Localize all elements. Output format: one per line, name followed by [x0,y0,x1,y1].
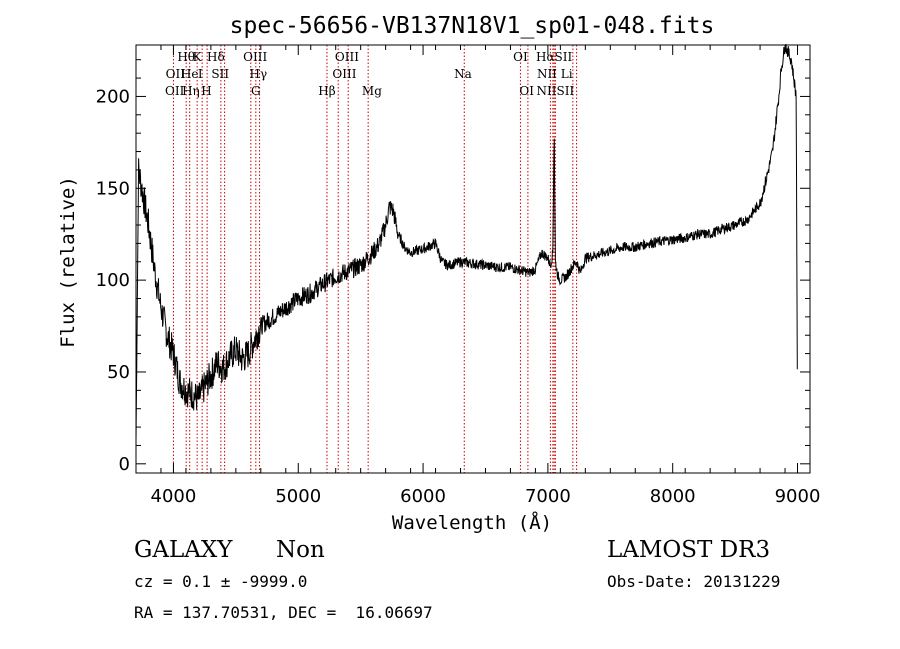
object-subclass: Non [276,537,325,563]
object-class: GALAXY [134,537,233,563]
line-label: SII [211,67,229,81]
line-label: He [181,67,199,81]
line-label: OIII [335,50,359,64]
y-axis-ticks: 0 50 100 150 200 [96,59,810,475]
line-label: G [251,84,261,98]
line-label: NIISII [537,84,575,98]
line-label: Mg [362,84,382,98]
plot-frame [135,44,811,474]
line-label: Hη [182,84,200,98]
line-label: I [198,67,203,81]
line-label: OIII [243,50,267,64]
line-label: Hγ [249,67,267,81]
line-label: NII Li [537,67,573,81]
x-axis-label: Wavelength (Å) [392,511,552,534]
x-tick-label: 4000 [151,486,197,507]
x-tick-label: 9000 [775,486,821,507]
line-label: K [193,50,203,64]
chart-title: spec-56656-VB137N18V1_sp01-048.fits [230,13,715,39]
x-axis-ticks: 4000 5000 6000 7000 8000 9000 [135,45,821,507]
line-label: Hδ [207,50,225,64]
line-label: OII [166,67,186,81]
redshift-line: cz = 0.1 ± -9999.0 [134,572,308,591]
line-label: H [201,84,211,98]
line-label: OI [519,84,534,98]
line-label: HαSII [536,50,573,64]
spectrum-series [135,43,798,443]
survey-name: LAMOST DR3 [607,537,771,563]
y-tick-label: 100 [96,270,130,291]
coordinates-line: RA = 137.70531, DEC = 16.06697 [134,603,433,622]
line-label: Hθ [177,50,195,64]
x-tick-label: 6000 [400,486,446,507]
x-tick-label: 5000 [275,486,321,507]
spectral-line-markers [172,45,578,473]
y-tick-label: 200 [96,86,130,107]
y-tick-label: 150 [96,178,130,199]
y-tick-label: 50 [107,362,130,383]
spectrum-line [135,43,798,443]
line-label: OII [165,84,185,98]
line-label: Hβ [318,84,335,98]
line-label: OIII [332,67,356,81]
x-tick-label: 7000 [525,486,571,507]
x-tick-label: 8000 [650,486,696,507]
y-axis-label: Flux (relative) [57,176,79,348]
obs-date: Obs-Date: 20131229 [607,572,781,591]
y-tick-label: 0 [119,454,130,475]
line-label: Na [454,67,472,81]
line-label: OI [513,50,528,64]
